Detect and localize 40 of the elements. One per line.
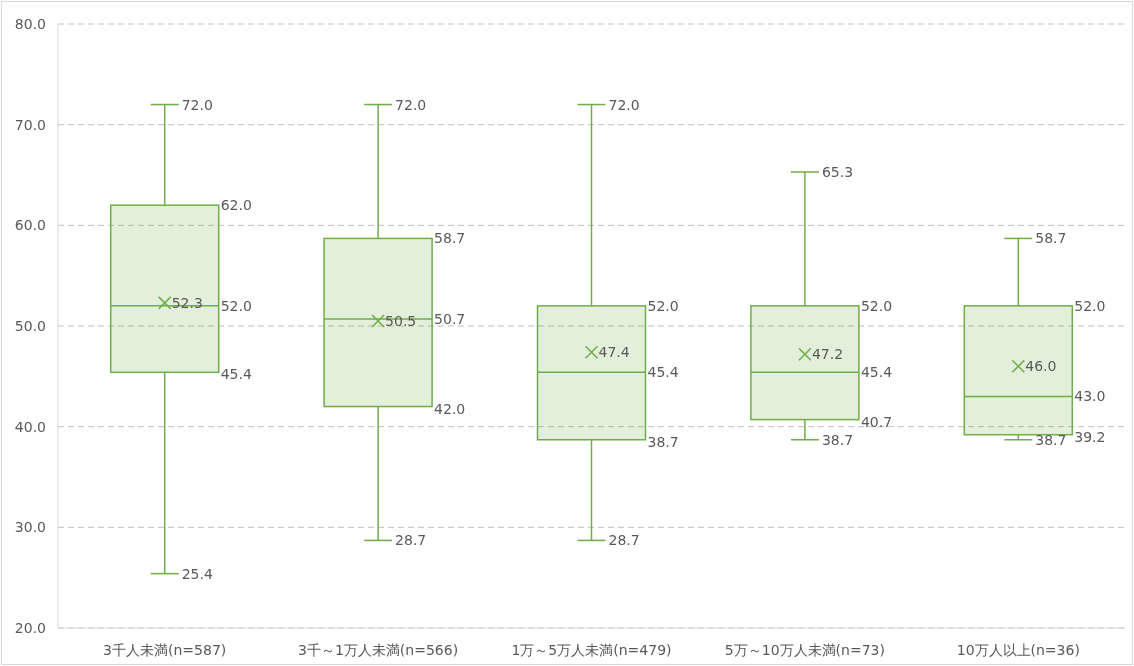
annotation: 38.7 [1035, 431, 1067, 448]
annotation: 65.3 [821, 163, 854, 180]
annotation: 52.0 [860, 297, 893, 314]
annotation: 28.7 [608, 532, 640, 549]
annotation: 47.4 [598, 344, 630, 361]
annotation: 72.0 [608, 96, 640, 113]
y-tick-label: 80.0 [14, 16, 46, 32]
annotation: 28.7 [395, 532, 427, 549]
x-tick-label: 10万人以上(n=36) [956, 642, 1080, 658]
y-tick-label: 20.0 [14, 620, 46, 636]
annotation: 40.7 [860, 413, 893, 430]
annotation: 39.2 [1074, 428, 1106, 445]
annotation: 42.0 [434, 400, 466, 417]
x-tick-label: 5万～10万人未満(n=73) [724, 642, 885, 658]
x-tick-label: 3千人未満(n=587) [103, 642, 227, 658]
x-tick-label: 1万～5万人未満(n=479) [511, 642, 672, 658]
x-tick-label: 3千～1万人未満(n=566) [298, 642, 459, 658]
annotation: 50.7 [434, 310, 466, 327]
annotation: 52.0 [1074, 297, 1106, 314]
y-tick-label: 40.0 [14, 418, 46, 435]
annotation: 45.4 [220, 366, 252, 383]
annotation: 25.4 [181, 565, 213, 582]
annotation: 38.7 [821, 431, 854, 448]
annotation: 52.0 [220, 297, 252, 314]
annotation: 45.4 [647, 364, 679, 381]
annotation: 46.0 [1025, 358, 1057, 375]
y-tick-label: 30.0 [14, 519, 46, 536]
annotation: 72.0 [181, 96, 213, 113]
annotation: 43.0 [1074, 388, 1106, 405]
y-tick-label: 50.0 [14, 318, 46, 334]
annotation: 62.0 [220, 197, 252, 214]
y-tick-label: 60.0 [14, 217, 46, 234]
annotation: 72.0 [395, 96, 427, 113]
annotation: 52.0 [647, 297, 679, 314]
annotation: 58.7 [1035, 230, 1067, 247]
annotation: 45.4 [860, 364, 893, 381]
y-tick-label: 70.0 [14, 116, 46, 133]
annotation: 47.2 [811, 346, 844, 363]
annotation: 38.7 [647, 433, 679, 450]
annotation: 58.7 [434, 230, 466, 247]
